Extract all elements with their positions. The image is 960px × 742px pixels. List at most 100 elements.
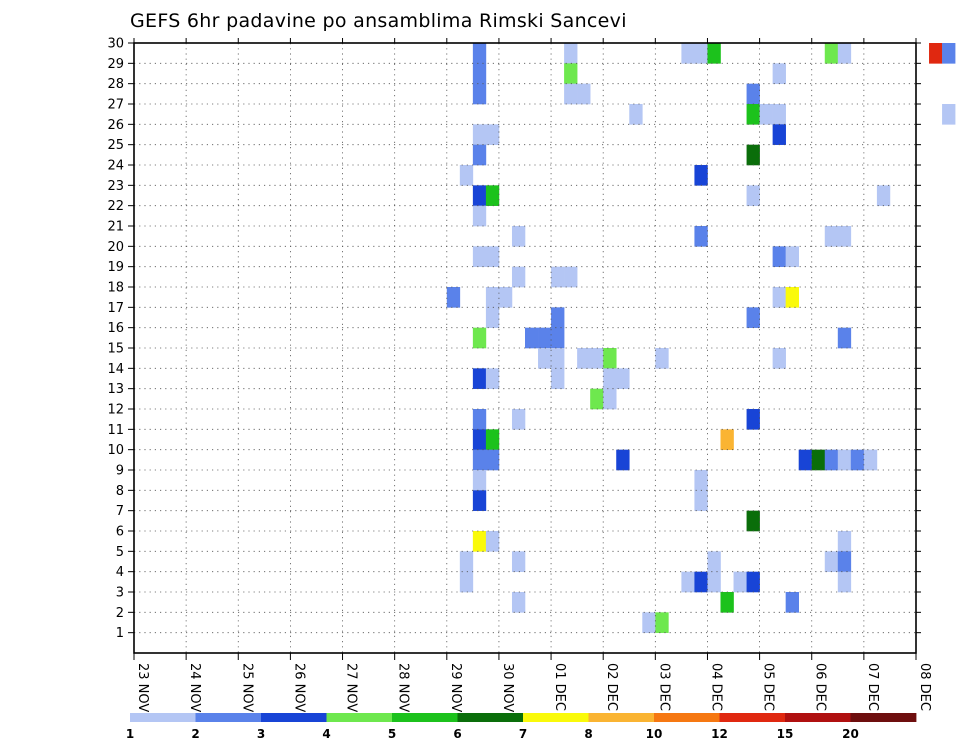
heatmap-cell	[863, 449, 878, 471]
legend-label: 2	[191, 727, 199, 741]
heatmap-cell	[459, 551, 474, 572]
x-tick-label: 05 DEC	[761, 663, 776, 711]
y-tick-label: 7	[116, 504, 124, 519]
heatmap-cell	[694, 165, 708, 186]
heatmap-cell	[472, 470, 487, 491]
heatmap-cell	[603, 388, 617, 410]
heatmap-cell	[485, 246, 500, 267]
heatmap-cell	[837, 531, 852, 552]
heatmap-cell	[472, 185, 487, 206]
x-tick-label: 08 DEC	[917, 663, 932, 711]
heatmap-cell	[694, 490, 708, 511]
heatmap-cell	[655, 612, 669, 633]
legend-swatch	[457, 713, 524, 722]
heatmap-cell	[590, 388, 604, 410]
legend-swatch	[261, 713, 327, 722]
heatmap-cell	[707, 43, 721, 64]
heatmap-cell	[707, 571, 721, 593]
y-tick-label: 17	[107, 301, 124, 316]
legend-swatch	[588, 713, 655, 722]
heatmap-cell	[746, 83, 760, 105]
heatmap-cell	[446, 287, 461, 308]
legend-label: 1	[126, 727, 134, 741]
y-tick-label: 20	[107, 240, 124, 255]
heatmap-cells	[446, 43, 956, 633]
heatmap-cell	[707, 551, 721, 572]
heatmap-cell	[472, 246, 487, 267]
heatmap-cell	[511, 266, 526, 288]
heatmap-cell	[837, 327, 852, 349]
heatmap-cell	[655, 348, 669, 369]
heatmap-cell	[616, 368, 630, 389]
heatmap-cell	[746, 409, 760, 430]
legend-swatch	[850, 713, 917, 722]
heatmap-cell	[694, 571, 708, 593]
heatmap-cell	[837, 449, 852, 471]
y-tick-label: 3	[116, 586, 124, 601]
legend-label: 5	[388, 727, 396, 741]
legend-label: 6	[453, 727, 461, 741]
heatmap-cell	[837, 43, 852, 64]
x-tick-label: 23 NOV	[135, 663, 150, 712]
heatmap-cell	[485, 368, 500, 389]
heatmap-cell	[472, 429, 487, 450]
heatmap-cell	[564, 63, 578, 84]
y-tick-label: 4	[116, 565, 124, 580]
heatmap-cell	[525, 327, 539, 349]
y-tick-label: 13	[107, 382, 124, 397]
x-tick-label: 30 NOV	[500, 663, 515, 712]
heatmap-cell	[472, 83, 487, 105]
heatmap-cell	[472, 144, 487, 166]
y-tick-label: 19	[107, 260, 124, 275]
heatmap-cell	[876, 185, 891, 206]
legend-label: 3	[257, 727, 265, 741]
heatmap-cell	[837, 551, 852, 572]
x-tick-label: 24 NOV	[187, 663, 202, 712]
y-tick-label: 29	[107, 57, 124, 72]
heatmap-cell	[472, 124, 487, 145]
x-tick-label: 02 DEC	[604, 663, 619, 711]
y-tick-label: 15	[107, 342, 124, 357]
heatmap-cell	[942, 104, 956, 125]
y-tick-label: 1	[116, 626, 124, 641]
heatmap-cell	[551, 266, 565, 288]
heatmap-cell	[694, 226, 708, 247]
x-tick-label: 27 NOV	[344, 663, 359, 712]
heatmap-cell	[472, 449, 487, 471]
x-axis-ticks: 23 NOV 24 NOV 25 NOV 26 NOV 27 NOV 28 NOV 29 N…	[133, 38, 932, 712]
heatmap-cell	[459, 165, 474, 186]
x-tick-label: 06 DEC	[813, 663, 828, 711]
heatmap-cell	[472, 43, 487, 64]
y-tick-label: 25	[107, 138, 124, 153]
x-tick-label: 25 NOV	[239, 663, 254, 712]
heatmap-cell	[837, 571, 852, 593]
y-tick-label: 10	[107, 443, 124, 458]
y-tick-label: 12	[107, 403, 124, 418]
heatmap-cell	[538, 348, 552, 369]
heatmap-cell	[942, 43, 956, 64]
heatmap-cell	[720, 592, 734, 613]
heatmap-cell	[785, 287, 799, 308]
heatmap-cell	[511, 409, 526, 430]
heatmap-cell	[746, 510, 760, 532]
y-tick-label: 8	[116, 484, 124, 499]
y-tick-label: 11	[107, 423, 124, 438]
heatmap-cell	[472, 531, 487, 552]
heatmap-cell	[694, 43, 708, 64]
heatmap-cell	[485, 449, 500, 471]
legend-label: 15	[777, 727, 794, 741]
legend-label: 7	[519, 727, 527, 741]
chart-title: GEFS 6hr padavine po ansamblima Rimski S…	[130, 10, 627, 32]
y-axis-ticks: 1234567891011121314151617181920212223242…	[107, 37, 921, 641]
heatmap-cell	[472, 327, 487, 349]
heatmap-cell	[837, 226, 852, 247]
x-tick-label: 07 DEC	[865, 663, 880, 711]
x-tick-label: 03 DEC	[656, 663, 671, 711]
heatmap-cell	[485, 287, 500, 308]
heatmap-cell	[746, 185, 760, 206]
color-legend: 1 2 3 4 5 6 7 8 10 12 15 20	[126, 713, 917, 741]
heatmap-cell	[472, 368, 487, 389]
heatmap-cell	[746, 104, 760, 125]
heatmap-cell	[824, 43, 839, 64]
